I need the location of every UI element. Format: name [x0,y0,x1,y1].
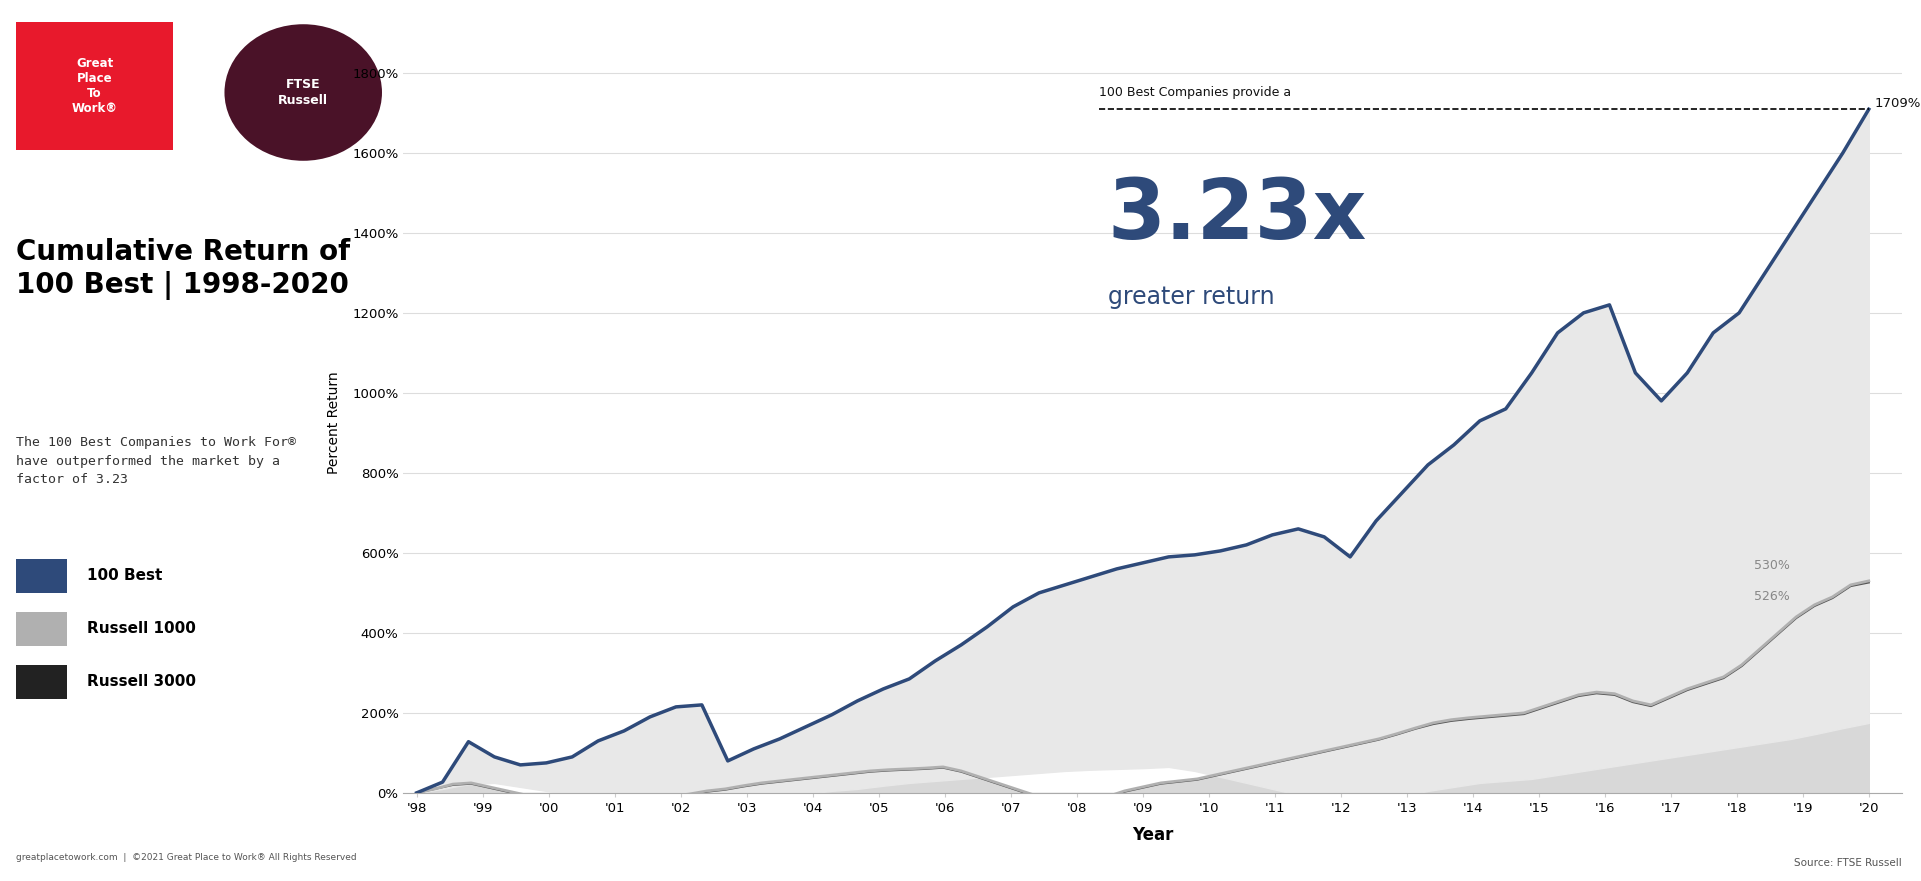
X-axis label: Year: Year [1131,826,1174,844]
Text: Russell 3000: Russell 3000 [86,673,196,689]
Text: greater return: greater return [1108,285,1274,309]
Ellipse shape [225,24,382,161]
FancyBboxPatch shape [15,612,67,646]
Y-axis label: Percent Return: Percent Return [327,372,342,474]
Text: 100 Best Companies provide a: 100 Best Companies provide a [1099,86,1291,100]
Text: 100 Best: 100 Best [86,567,161,583]
Text: 526%: 526% [1754,589,1790,603]
Text: FTSE
Russell: FTSE Russell [279,78,328,107]
Text: 530%: 530% [1754,559,1790,572]
Text: The 100 Best Companies to Work For®
have outperformed the market by a
factor of : The 100 Best Companies to Work For® have… [15,436,296,486]
Text: Source: FTSE Russell: Source: FTSE Russell [1794,858,1902,868]
Text: Russell 1000: Russell 1000 [86,620,196,636]
Text: 3.23x: 3.23x [1108,175,1368,256]
Text: greatplacetowork.com  |  ©2021 Great Place to Work® All Rights Reserved: greatplacetowork.com | ©2021 Great Place… [15,853,357,862]
FancyBboxPatch shape [15,559,67,593]
FancyBboxPatch shape [15,22,173,150]
Text: Cumulative Return of
100 Best | 1998-2020: Cumulative Return of 100 Best | 1998-202… [15,238,350,300]
FancyBboxPatch shape [15,665,67,699]
Text: Great
Place
To
Work®: Great Place To Work® [71,57,117,115]
Text: 1709%: 1709% [1875,97,1921,110]
